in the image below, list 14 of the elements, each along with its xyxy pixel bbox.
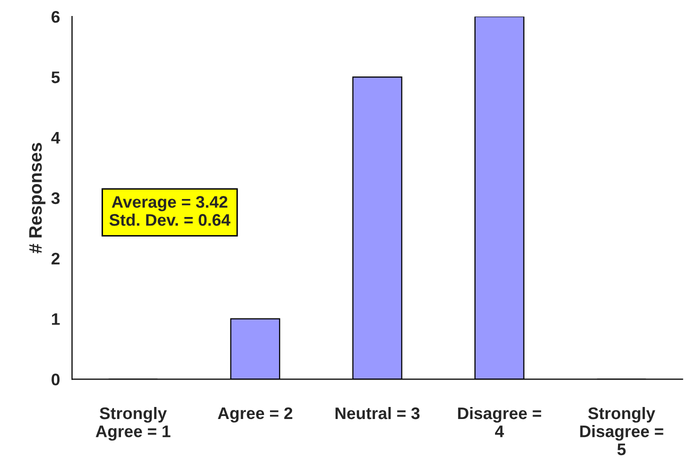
y-axis-title: # Responses xyxy=(29,142,46,254)
y-tick-label: 6 xyxy=(52,10,60,23)
y-tick-label: 3 xyxy=(51,192,60,204)
y-tick-label: 2 xyxy=(52,252,60,264)
x-tick-label: Strongly Disagree = 5 xyxy=(580,406,664,456)
y-tick-label: 5 xyxy=(51,72,60,84)
y-tick-label: 0 xyxy=(52,374,60,386)
annotation: Average = 3.42 Std. Dev. = 0.64 xyxy=(109,196,230,226)
x-tick-label: Strongly Agree = 1 xyxy=(96,406,170,441)
y-tick-label: 4 xyxy=(51,132,60,144)
x-tick-label: Disagree = 4 xyxy=(458,406,542,438)
x-tick-label: Neutral = 3 xyxy=(336,406,420,420)
y-tick-label: 1 xyxy=(52,313,60,325)
x-tick-label: Agree = 2 xyxy=(218,407,292,423)
